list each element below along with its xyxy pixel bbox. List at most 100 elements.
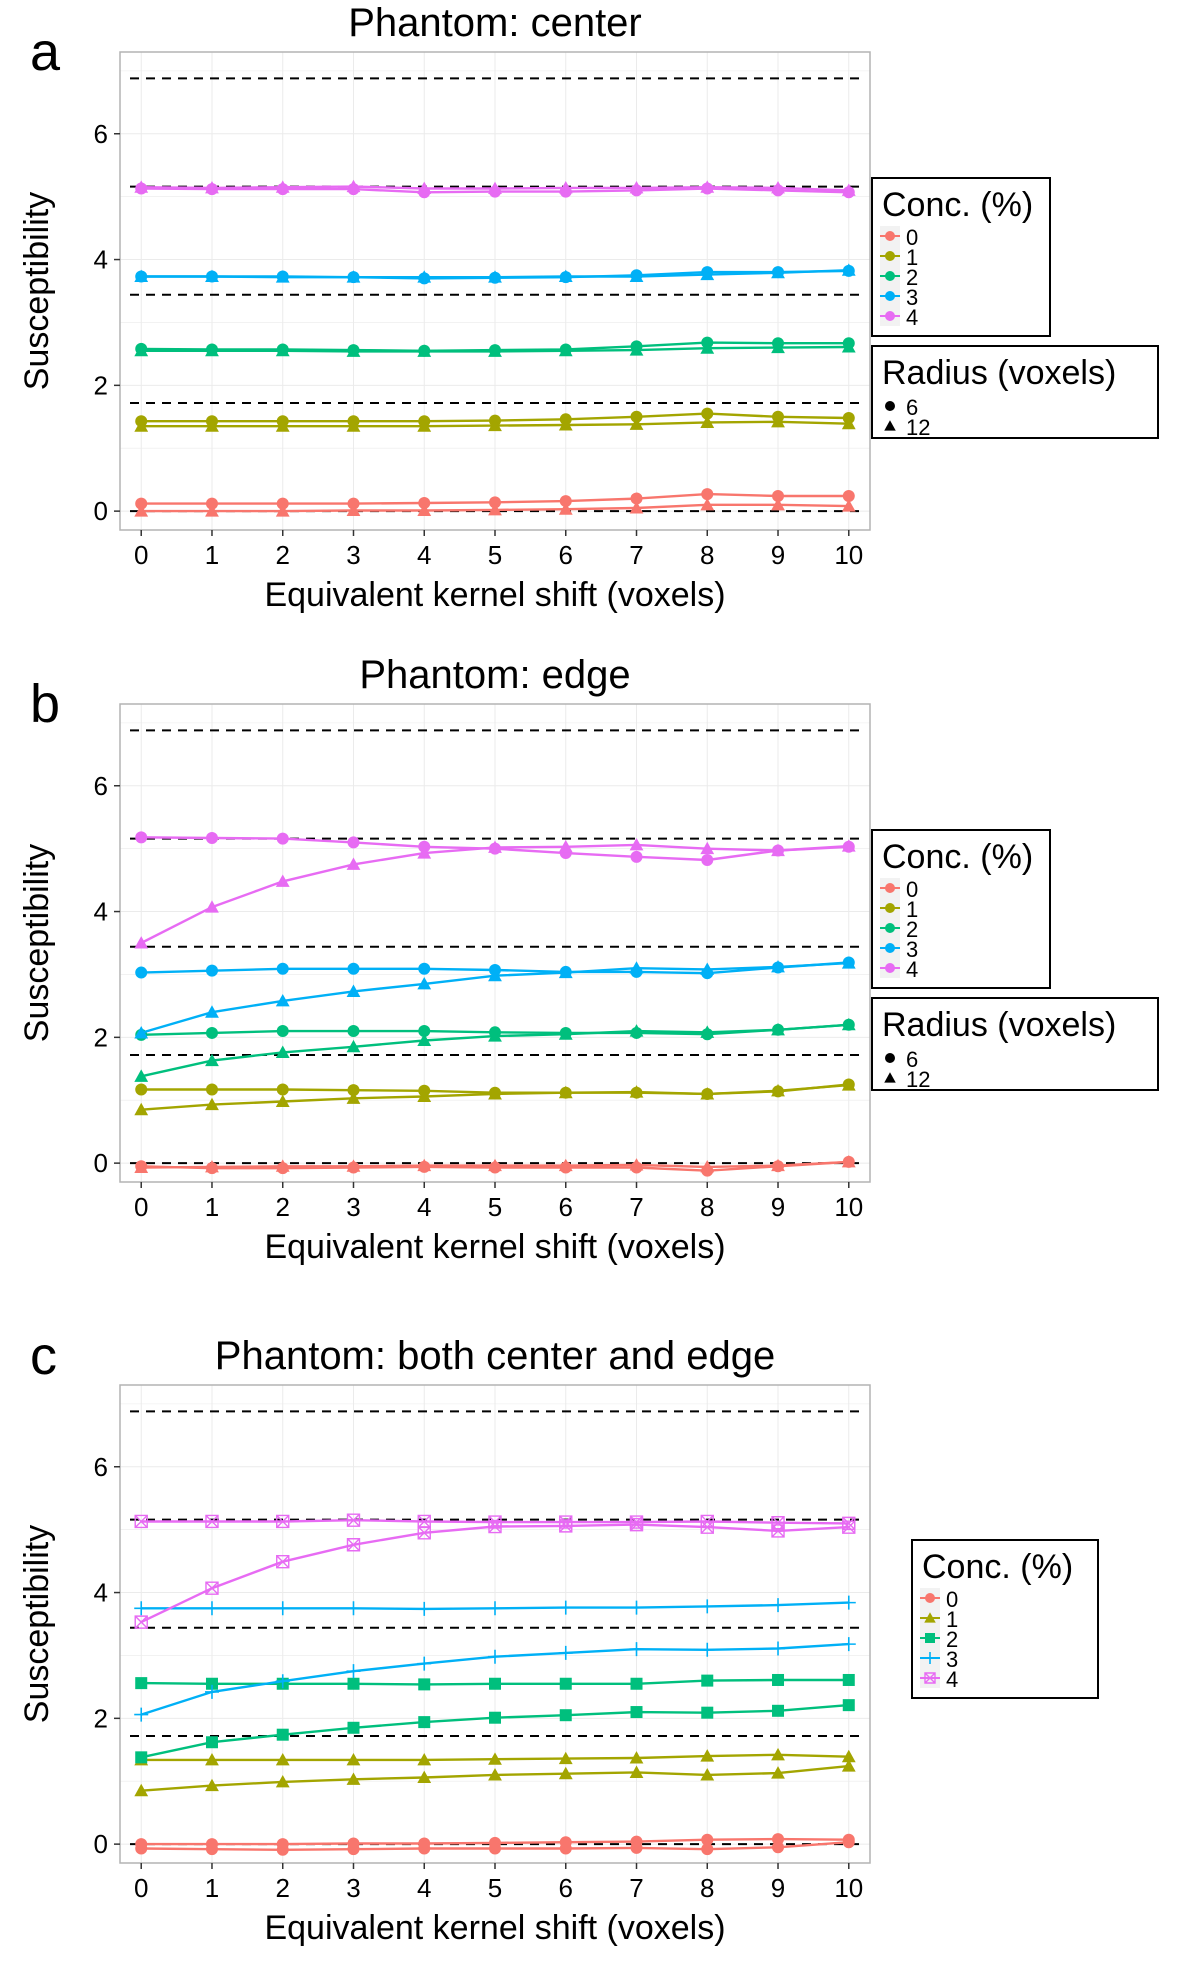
data-point	[134, 1069, 149, 1082]
legend-item: 2	[880, 265, 918, 290]
data-point	[417, 1656, 432, 1671]
data-point	[700, 1025, 715, 1038]
series-3	[134, 1637, 856, 1722]
data-point	[842, 1836, 855, 1849]
data-point	[559, 1842, 572, 1855]
data-point	[134, 1707, 149, 1722]
series-4-r12	[134, 837, 856, 949]
data-point	[134, 419, 149, 432]
y-tick-label: 2	[94, 370, 108, 400]
x-tick-label: 6	[559, 540, 573, 570]
legend-title: Conc. (%)	[882, 186, 1033, 224]
data-point	[629, 501, 644, 514]
chart-title: Phantom: both center and edge	[215, 1334, 775, 1378]
data-point	[558, 1027, 573, 1040]
data-point	[205, 1677, 218, 1690]
legend-key-marker	[924, 1612, 936, 1623]
data-point	[134, 504, 149, 517]
legend-label: 3	[946, 1647, 958, 1672]
x-tick-label: 1	[205, 1192, 219, 1222]
y-axis-label: Susceptibility	[18, 1525, 56, 1723]
series-group	[134, 179, 856, 517]
legend-label: 4	[906, 957, 918, 982]
legend-label: 0	[946, 1587, 958, 1612]
data-point	[205, 1514, 219, 1529]
legend-key-marker	[925, 1593, 935, 1603]
data-point	[771, 1747, 785, 1761]
y-tick-label: 4	[94, 1578, 108, 1608]
data-point	[134, 180, 149, 193]
legend-item: 0	[920, 1587, 958, 1612]
series-2-r12	[134, 340, 856, 357]
y-axis: 0 2 4 6	[94, 119, 120, 526]
data-point	[558, 343, 573, 357]
data-point	[275, 419, 290, 432]
data-point	[841, 183, 856, 196]
data-point	[559, 1709, 572, 1722]
data-point	[135, 1677, 148, 1690]
gridlines	[120, 52, 870, 530]
y-tick-label: 0	[94, 1148, 108, 1178]
data-point	[841, 1017, 856, 1031]
data-point	[629, 837, 644, 851]
data-point	[558, 965, 573, 979]
x-tick-label: 10	[834, 1873, 863, 1903]
data-point	[417, 1089, 432, 1102]
data-point	[841, 1595, 856, 1610]
data-point	[275, 874, 290, 887]
data-point	[701, 488, 714, 501]
series-1-r12	[134, 1078, 856, 1116]
data-point	[771, 960, 785, 973]
data-point	[205, 1053, 219, 1067]
legend-item: 2	[920, 1627, 958, 1652]
data-point	[630, 1677, 643, 1690]
legend-key-marker	[925, 1633, 935, 1643]
data-point	[275, 504, 290, 517]
data-point	[418, 496, 431, 509]
series-3-r12	[134, 956, 856, 1039]
x-tick-label: 0	[134, 1873, 148, 1903]
data-point	[772, 1704, 785, 1717]
gridlines	[120, 704, 870, 1182]
chart-title: Phantom: center	[348, 1, 642, 45]
data-point	[771, 340, 785, 354]
data-point	[700, 341, 715, 354]
data-point	[275, 1752, 290, 1766]
data-point	[347, 836, 360, 849]
legend-label: 0	[906, 877, 918, 902]
data-point	[629, 1158, 644, 1171]
x-tick-label: 7	[629, 1192, 643, 1222]
legend-label: 12	[906, 1067, 930, 1092]
y-axis-label: Susceptibility	[18, 192, 56, 390]
legend-key-marker	[885, 231, 895, 241]
data-point	[558, 502, 573, 515]
data-point	[841, 263, 856, 276]
series-2-r12	[134, 1017, 856, 1082]
data-point	[629, 180, 644, 194]
legend-label: 2	[906, 265, 918, 290]
legend-item: 4	[880, 957, 918, 982]
legend-label: 1	[946, 1607, 958, 1632]
data-point	[558, 418, 573, 431]
data-point	[205, 180, 219, 194]
data-point	[771, 180, 785, 194]
y-tick-label: 0	[94, 496, 108, 526]
legend-item: 0	[880, 225, 918, 250]
data-point	[558, 1600, 573, 1615]
data-point	[841, 416, 856, 430]
data-point	[418, 962, 431, 975]
legend-title: Conc. (%)	[882, 838, 1033, 876]
legend-key-marker	[885, 963, 895, 973]
legend-item: 3	[880, 937, 918, 962]
x-tick-label: 2	[276, 1192, 290, 1222]
y-axis: 0 2 4 6	[94, 1452, 120, 1859]
legend-item: 2	[880, 917, 918, 942]
data-point	[418, 1025, 431, 1038]
data-point	[418, 1716, 431, 1729]
series-group	[134, 831, 856, 1177]
data-point	[772, 1841, 785, 1854]
data-point	[488, 1158, 502, 1172]
